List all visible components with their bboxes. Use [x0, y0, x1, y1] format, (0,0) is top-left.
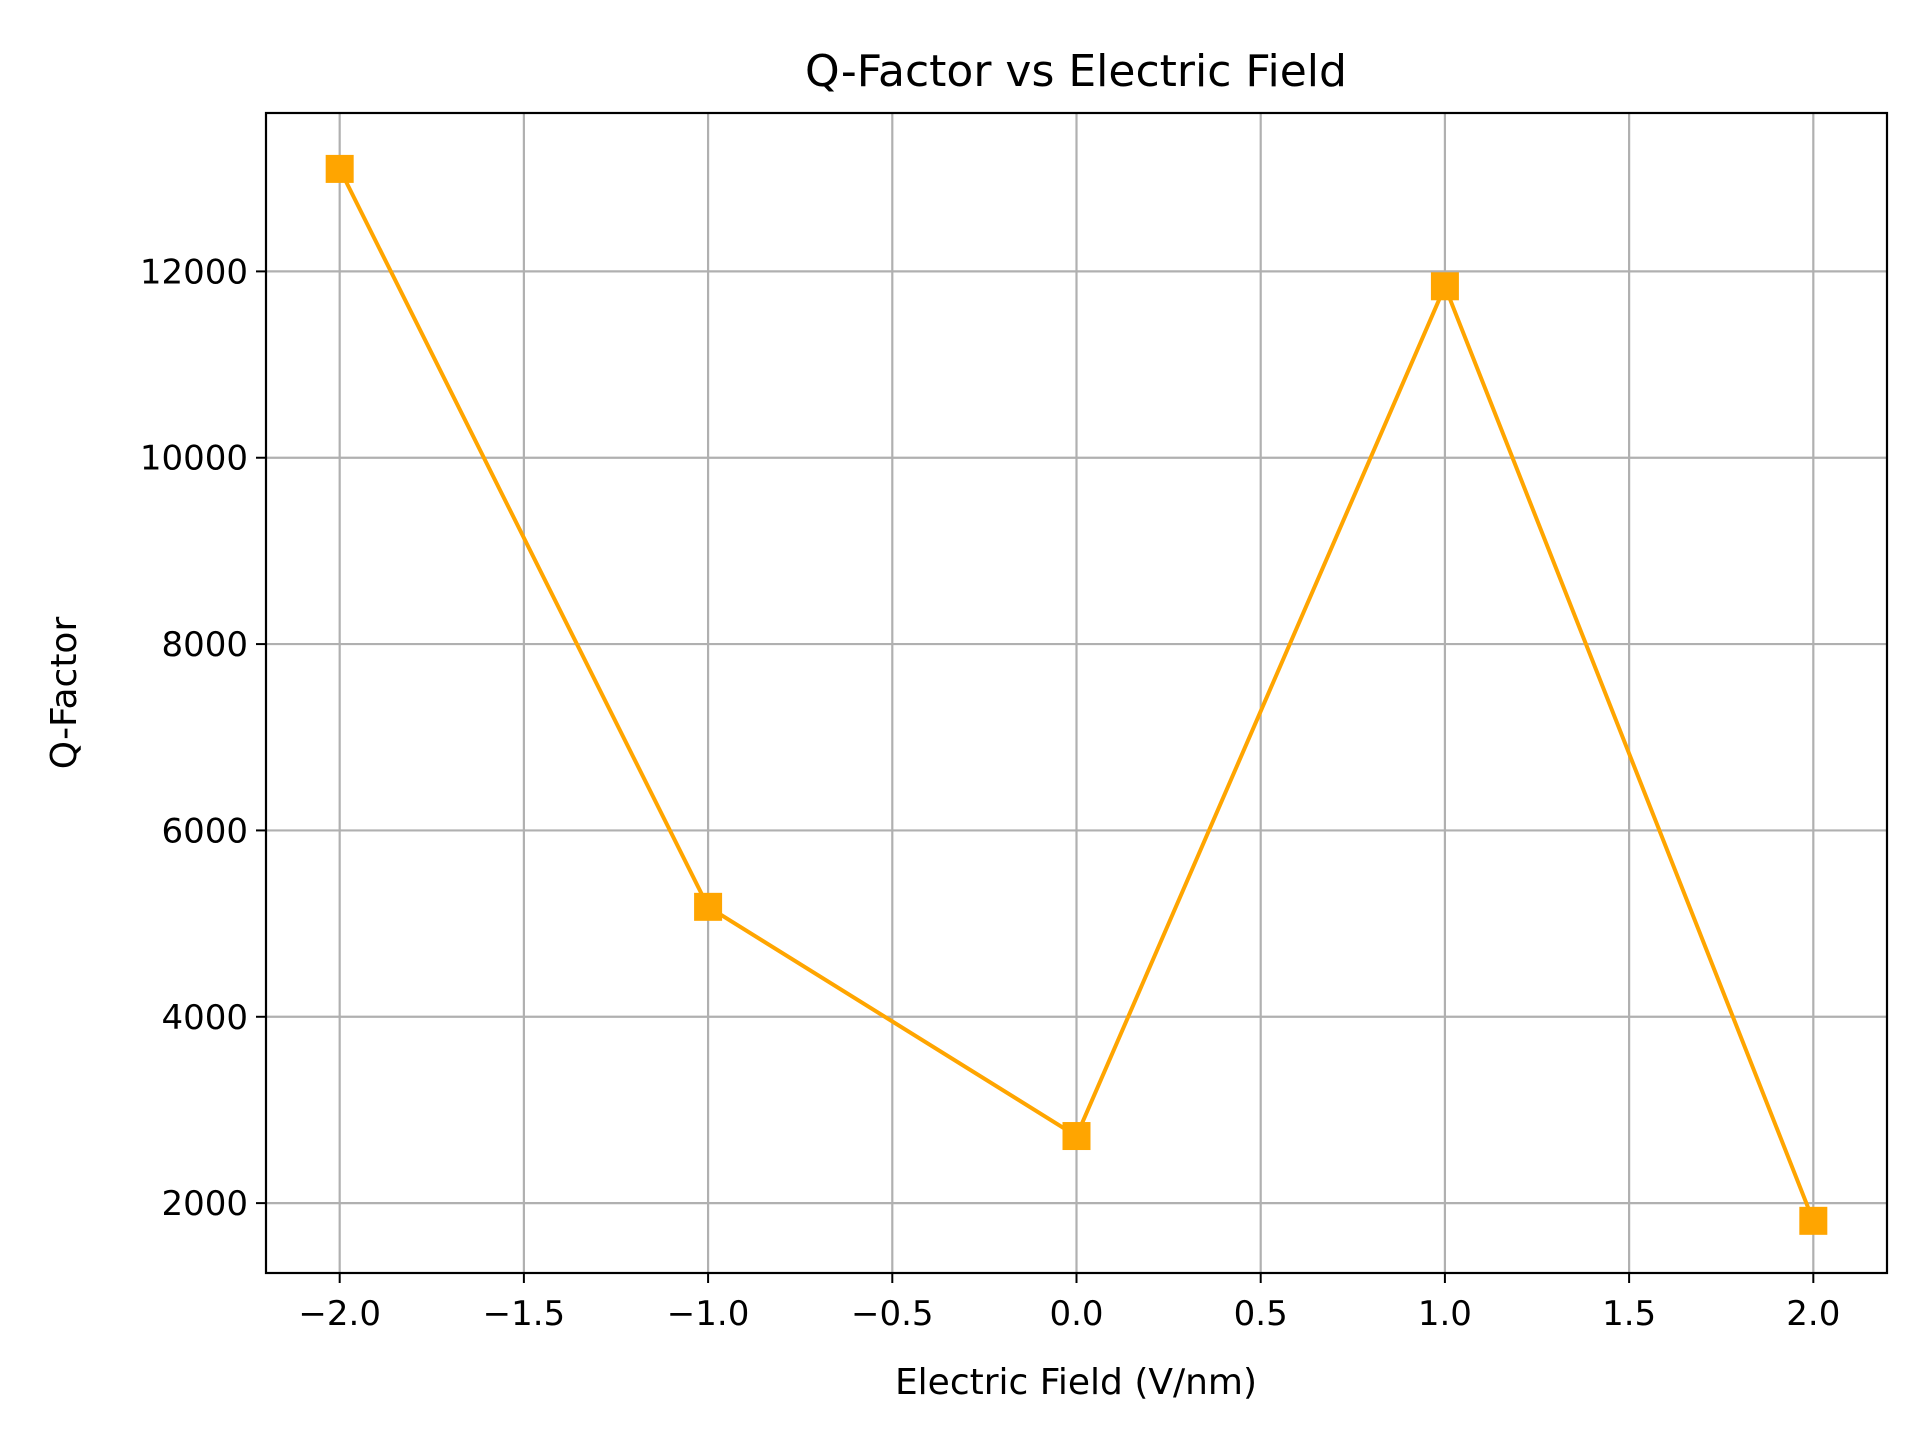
grid [266, 113, 1887, 1273]
x-tick-label: −1.0 [667, 1294, 750, 1334]
data-point-marker [1062, 1122, 1091, 1151]
x-tick-label: 1.5 [1602, 1294, 1656, 1334]
y-tick-label: 10000 [140, 439, 248, 479]
data-point-marker [1799, 1206, 1828, 1235]
chart-title: Q-Factor vs Electric Field [805, 46, 1347, 97]
x-axis-label: Electric Field (V/nm) [895, 1362, 1257, 1403]
x-tick-label: −1.5 [483, 1294, 566, 1334]
data-point-marker [325, 154, 354, 183]
axis-ticks: −2.0 −1.5 −1.0 −0.5 0.0 0.5 1.0 1.5 2.0 2000 4000 6… [140, 252, 1841, 1334]
x-tick-label: −0.5 [851, 1294, 934, 1334]
y-tick-label: 4000 [161, 998, 248, 1038]
data-point-marker [1430, 272, 1459, 301]
y-tick-label: 8000 [161, 625, 248, 665]
y-tick-label: 2000 [161, 1184, 248, 1224]
data-point-marker [694, 892, 723, 921]
x-tick-label: 2.0 [1786, 1294, 1840, 1334]
series-layer [325, 154, 1828, 1235]
x-tick-label: 0.5 [1234, 1294, 1288, 1334]
y-tick-label: 6000 [161, 811, 248, 851]
x-tick-label: 1.0 [1418, 1294, 1472, 1334]
x-tick-label: 0.0 [1049, 1294, 1103, 1334]
y-tick-label: 12000 [140, 252, 248, 292]
x-tick-label: −2.0 [298, 1294, 381, 1334]
y-axis-label: Q-Factor [44, 617, 85, 770]
